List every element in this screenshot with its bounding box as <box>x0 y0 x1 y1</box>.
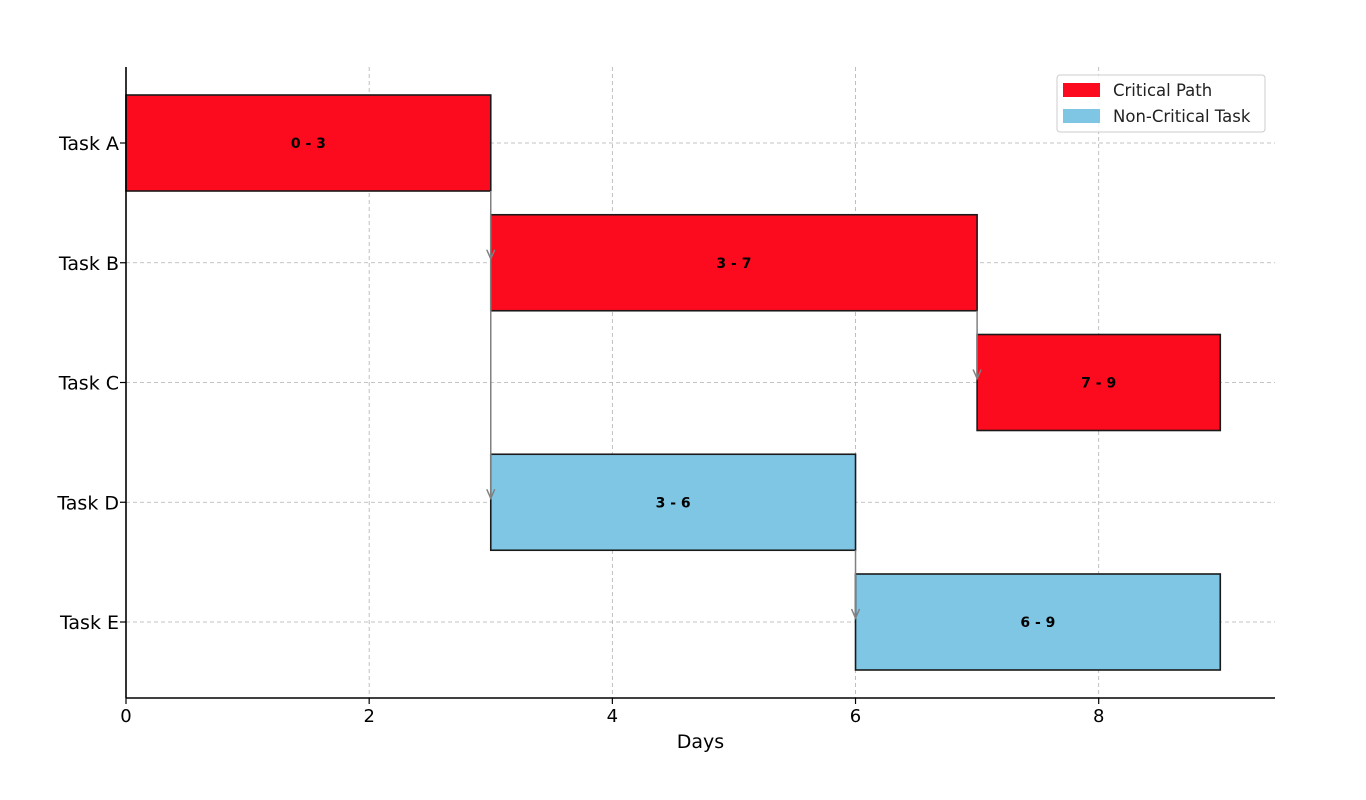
legend-label: Critical Path <box>1113 81 1212 100</box>
y-tick-label: Task C <box>58 373 119 395</box>
x-tick-label: 4 <box>607 706 618 727</box>
y-tick-label: Task D <box>56 492 119 514</box>
y-tick-label: Task A <box>58 133 119 155</box>
task-bars: 0 - 3 3 - 7 7 - 9 3 - 6 6 - 9 <box>125 94 1222 671</box>
x-tick-label: 0 <box>120 706 131 727</box>
task-bar-task-b <box>489 213 978 312</box>
y-tick-label: Task E <box>59 612 119 634</box>
y-tick-label: Task B <box>58 253 119 275</box>
legend-box <box>1056 74 1266 133</box>
bar-range-label: 7 - 9 <box>1081 376 1116 392</box>
task-bar-task-a <box>125 94 492 192</box>
legend: Critical Path Non-Critical Task <box>1056 74 1266 133</box>
task-bar-task-e <box>854 573 1222 671</box>
x-tick-label: 2 <box>363 706 374 727</box>
dependency-arrow-head <box>972 369 982 381</box>
bar-range-label: 6 - 9 <box>1020 615 1055 631</box>
legend-swatch-critical <box>1063 83 1100 97</box>
bar-range-label: 3 - 6 <box>656 495 691 511</box>
bar-range-label: 0 - 3 <box>291 136 326 152</box>
x-tick-label: 6 <box>850 706 861 727</box>
bar-range-label: 3 - 7 <box>716 256 751 272</box>
dependency-arrows <box>486 191 982 620</box>
x-tick-label: 8 <box>1093 706 1104 727</box>
dependency-arrow-head <box>850 608 861 620</box>
legend-swatch-non-critical <box>1063 109 1100 123</box>
legend-label: Non-Critical Task <box>1113 107 1251 126</box>
task-bar-task-c <box>976 333 1222 432</box>
axes: 0 2 4 6 8 Task A Task B Task C Task D Task E Days <box>56 67 1275 753</box>
x-axis-label: Days <box>677 731 724 753</box>
dependency-arrow-head <box>486 488 496 501</box>
task-bar-task-d <box>489 453 857 552</box>
